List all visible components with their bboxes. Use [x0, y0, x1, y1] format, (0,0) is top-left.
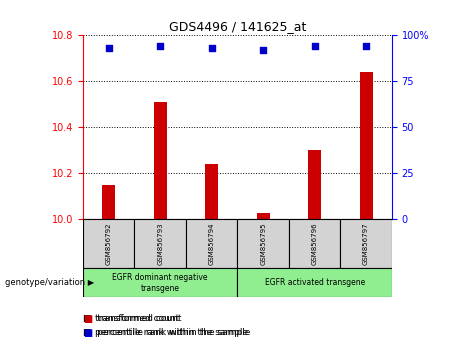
- Text: ■  percentile rank within the sample: ■ percentile rank within the sample: [83, 328, 250, 337]
- Point: [260, 47, 267, 53]
- Point: [156, 44, 164, 49]
- Point: [208, 45, 215, 51]
- Text: GSM856796: GSM856796: [312, 222, 318, 265]
- Bar: [83, 219, 135, 268]
- Bar: [205, 164, 218, 219]
- Bar: [360, 72, 372, 219]
- Bar: [257, 213, 270, 219]
- Text: GSM856797: GSM856797: [363, 222, 369, 265]
- Point: [362, 44, 370, 49]
- Bar: [135, 219, 186, 268]
- Bar: [308, 150, 321, 219]
- Text: genotype/variation ▶: genotype/variation ▶: [5, 278, 94, 287]
- Text: GSM856794: GSM856794: [209, 222, 215, 265]
- Bar: [154, 102, 166, 219]
- Bar: [340, 219, 392, 268]
- Text: ■: ■: [83, 314, 92, 324]
- Text: EGFR dominant negative
transgene: EGFR dominant negative transgene: [112, 273, 208, 293]
- Point: [105, 45, 112, 51]
- Text: GSM856793: GSM856793: [157, 222, 163, 265]
- Point: [311, 44, 318, 49]
- Title: GDS4496 / 141625_at: GDS4496 / 141625_at: [169, 20, 306, 33]
- Bar: [237, 268, 392, 297]
- Text: EGFR activated transgene: EGFR activated transgene: [265, 278, 365, 287]
- Bar: [83, 268, 237, 297]
- Text: transformed count: transformed count: [95, 314, 179, 323]
- Bar: [237, 219, 289, 268]
- Text: ■: ■: [83, 328, 92, 338]
- Bar: [102, 185, 115, 219]
- Text: GSM856795: GSM856795: [260, 222, 266, 265]
- Text: ■  transformed count: ■ transformed count: [83, 314, 182, 323]
- Text: GSM856792: GSM856792: [106, 222, 112, 265]
- Bar: [289, 219, 340, 268]
- Bar: [186, 219, 237, 268]
- Text: percentile rank within the sample: percentile rank within the sample: [95, 328, 248, 337]
